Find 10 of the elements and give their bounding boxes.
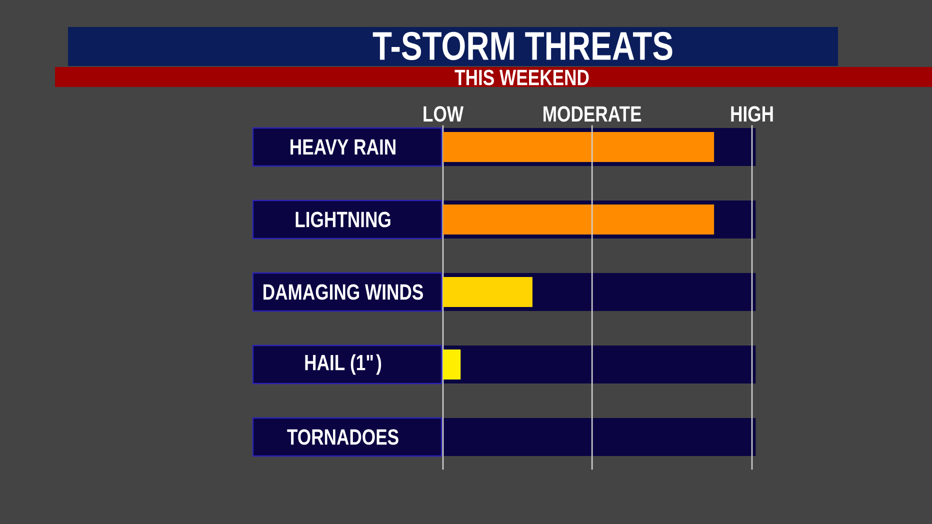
y-tick-label: HEAVY RAIN	[290, 139, 396, 155]
chart-subtitle: THIS WEEKEND	[454, 70, 589, 86]
ref-line-label: HIGH	[731, 106, 773, 122]
y-tick-label: TORNADOES	[287, 429, 398, 445]
chart-title: T-STORM THREATS	[372, 32, 672, 60]
y-tick-label: LIGHTNING	[296, 212, 390, 228]
text: LOW	[424, 106, 464, 122]
y-tick-label: DAMAGING WINDS	[264, 284, 423, 300]
ref-line-label: MODERATE	[544, 106, 642, 122]
y-tick-label: HAIL (1")	[305, 354, 382, 375]
